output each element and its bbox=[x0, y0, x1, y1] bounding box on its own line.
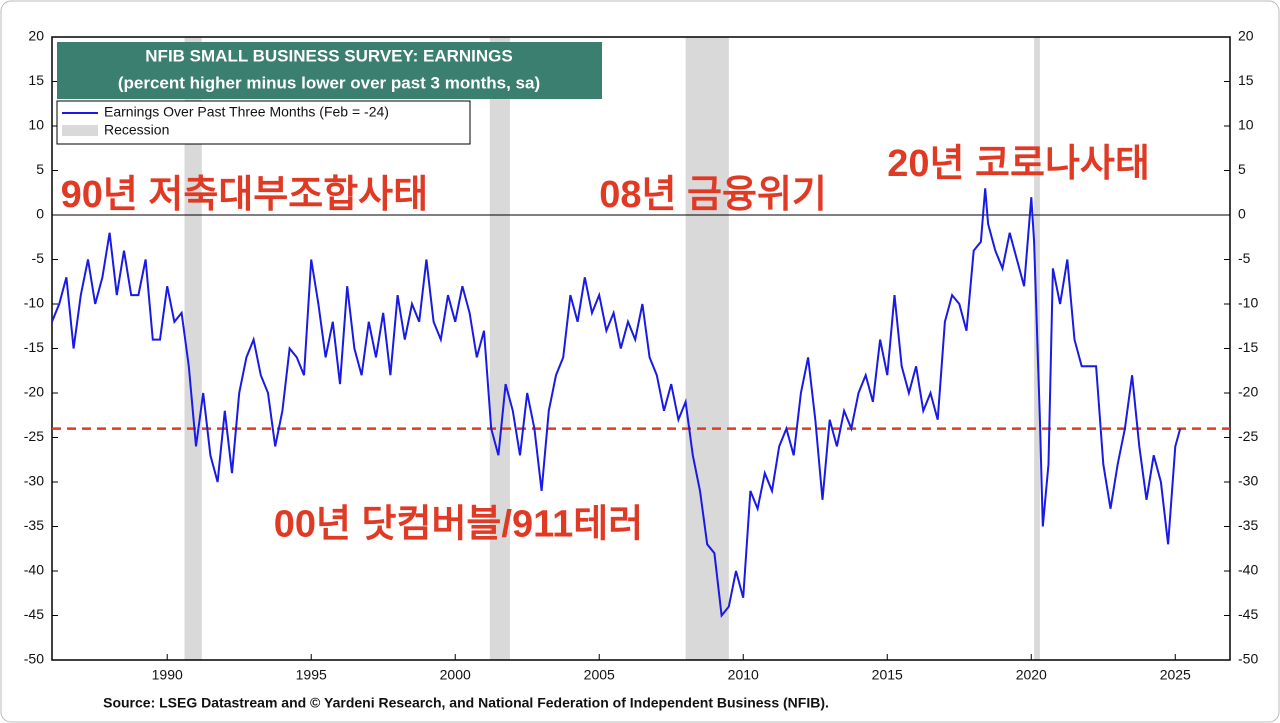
y-tick-label: 15 bbox=[28, 72, 44, 88]
annotation: 90년 저축대부조합사태 bbox=[61, 174, 428, 216]
legend-box bbox=[56, 100, 471, 145]
source: Source: LSEG Datastream and © Yardeni Re… bbox=[103, 695, 829, 711]
y-tick-label: 0 bbox=[36, 206, 44, 222]
y2-tick-label: -10 bbox=[1238, 295, 1258, 311]
y-tick-label: -20 bbox=[24, 384, 44, 400]
x-tick-label: 1990 bbox=[152, 667, 183, 683]
y2-tick-label: -50 bbox=[1238, 651, 1258, 667]
y-tick-label: -35 bbox=[24, 517, 44, 533]
y-tick-label: 5 bbox=[36, 161, 44, 177]
y2-tick-label: -5 bbox=[1238, 250, 1251, 266]
x-tick-label: 2005 bbox=[584, 667, 615, 683]
y2-tick-label: 0 bbox=[1238, 206, 1246, 222]
y2-tick-label: -25 bbox=[1238, 428, 1258, 444]
recession-band bbox=[184, 37, 202, 660]
y2-tick-label: -20 bbox=[1238, 384, 1258, 400]
y2-tick-label: -40 bbox=[1238, 562, 1258, 578]
annotation: 20년 코로나사태 bbox=[887, 143, 1150, 185]
y-tick-label: 20 bbox=[28, 28, 44, 44]
y2-tick-label: 10 bbox=[1238, 117, 1254, 133]
recession-band bbox=[489, 37, 510, 660]
y2-tick-label: -45 bbox=[1238, 606, 1258, 622]
chart-subtitle: (percent higher minus lower over past 3 … bbox=[118, 73, 540, 92]
y-tick-label: -10 bbox=[24, 295, 44, 311]
y-tick-label: -45 bbox=[24, 606, 44, 622]
y-tick-label: -40 bbox=[24, 562, 44, 578]
annotation: 00년 닷컴버블/911테러 bbox=[274, 504, 643, 546]
annotation: 08년 금융위기 bbox=[599, 174, 827, 216]
y2-tick-label: 20 bbox=[1238, 28, 1254, 44]
y-tick-label: -25 bbox=[24, 428, 44, 444]
y2-tick-label: -30 bbox=[1238, 473, 1258, 489]
x-tick-label: 2015 bbox=[872, 667, 903, 683]
y-tick-label: -5 bbox=[32, 250, 45, 266]
y2-tick-label: -35 bbox=[1238, 517, 1258, 533]
title-box bbox=[57, 42, 602, 99]
legend-label: Recession bbox=[104, 122, 169, 138]
y2-tick-label: 15 bbox=[1238, 72, 1254, 88]
recession-band bbox=[685, 37, 729, 660]
legend-label: Earnings Over Past Three Months (Feb = -… bbox=[104, 104, 389, 120]
x-tick-label: 2020 bbox=[1016, 667, 1047, 683]
legend-swatch bbox=[62, 125, 98, 136]
x-tick-label: 2010 bbox=[728, 667, 759, 683]
y-tick-label: -15 bbox=[24, 339, 44, 355]
x-tick-label: 1995 bbox=[296, 667, 327, 683]
chart-title: NFIB SMALL BUSINESS SURVEY: EARNINGS bbox=[145, 46, 512, 65]
y2-tick-label: 5 bbox=[1238, 161, 1246, 177]
y2-tick-label: -15 bbox=[1238, 339, 1258, 355]
y-tick-label: -30 bbox=[24, 473, 44, 489]
series-line bbox=[51, 188, 1182, 618]
x-tick-label: 2025 bbox=[1160, 667, 1191, 683]
y-tick-label: 10 bbox=[28, 117, 44, 133]
x-tick-label: 2000 bbox=[440, 667, 471, 683]
y-tick-label: -50 bbox=[24, 651, 44, 667]
